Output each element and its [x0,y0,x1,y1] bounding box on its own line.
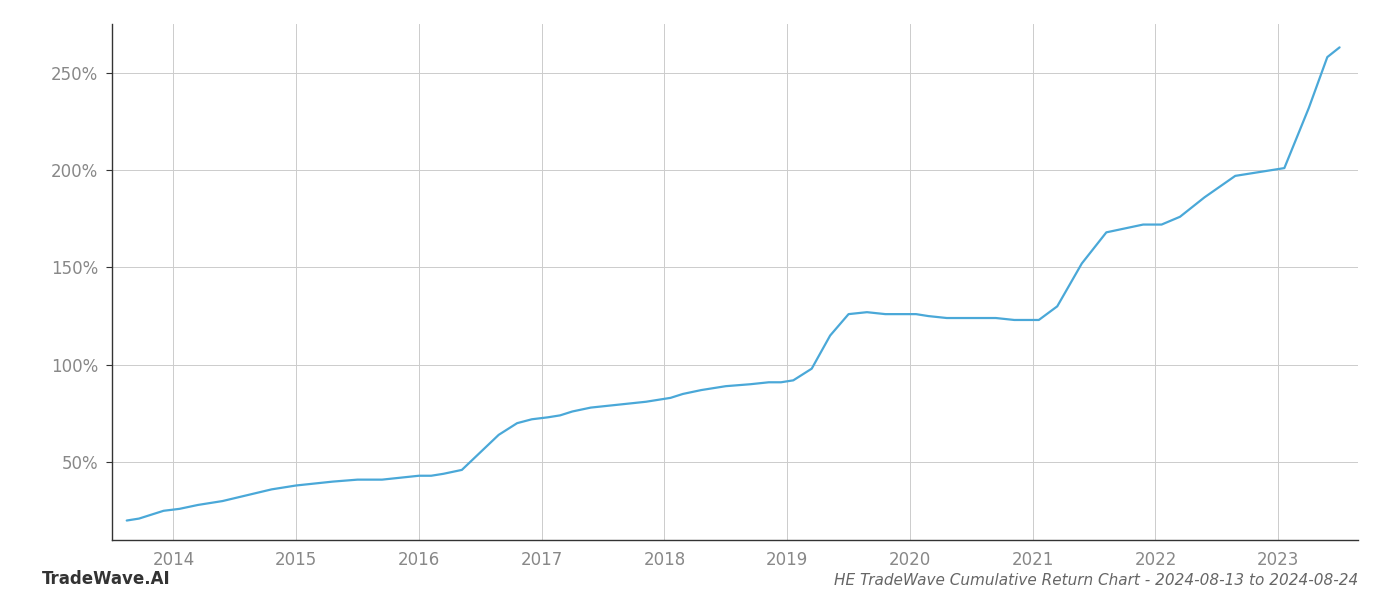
Text: TradeWave.AI: TradeWave.AI [42,570,171,588]
Text: HE TradeWave Cumulative Return Chart - 2024-08-13 to 2024-08-24: HE TradeWave Cumulative Return Chart - 2… [834,573,1358,588]
